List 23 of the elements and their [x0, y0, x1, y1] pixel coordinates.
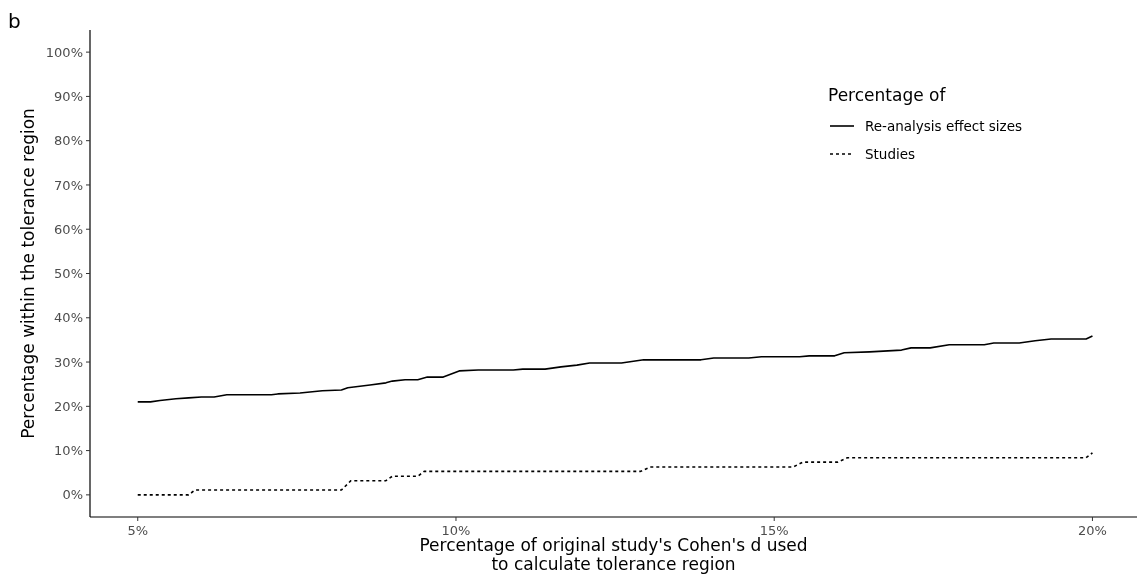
y-axis-title: Percentage within the tolerance region — [18, 108, 38, 439]
x-tick-label: 5% — [127, 523, 149, 538]
y-tick-label: 100% — [45, 44, 83, 60]
y-tick-label: 50% — [54, 266, 83, 282]
y-tick-label: 70% — [54, 177, 83, 193]
y-tick-label: 20% — [54, 398, 83, 414]
y-tick-label: 30% — [54, 354, 83, 370]
y-tick-label: 40% — [54, 310, 83, 326]
y-tick-label: 10% — [54, 443, 83, 459]
y-tick-label: 80% — [54, 133, 83, 149]
y-tick-label: 0% — [62, 487, 83, 503]
legend-title: Percentage of — [828, 85, 947, 105]
y-tick-label: 90% — [54, 88, 83, 104]
legend-label: Re-analysis effect sizes — [865, 117, 1023, 134]
line-series — [136, 335, 1094, 403]
x-tick-label: 10% — [441, 523, 471, 538]
y-tick-label: 60% — [54, 221, 83, 237]
x-tick-label: 15% — [759, 523, 789, 538]
x-axis-title: Percentage of original study's Cohen's d used to calculate tolerance region — [419, 535, 808, 574]
chart-title: b — [8, 9, 21, 33]
x-tick-label: 20% — [1077, 523, 1107, 538]
legend-label: Studies — [865, 145, 916, 162]
line-series — [136, 452, 1094, 496]
